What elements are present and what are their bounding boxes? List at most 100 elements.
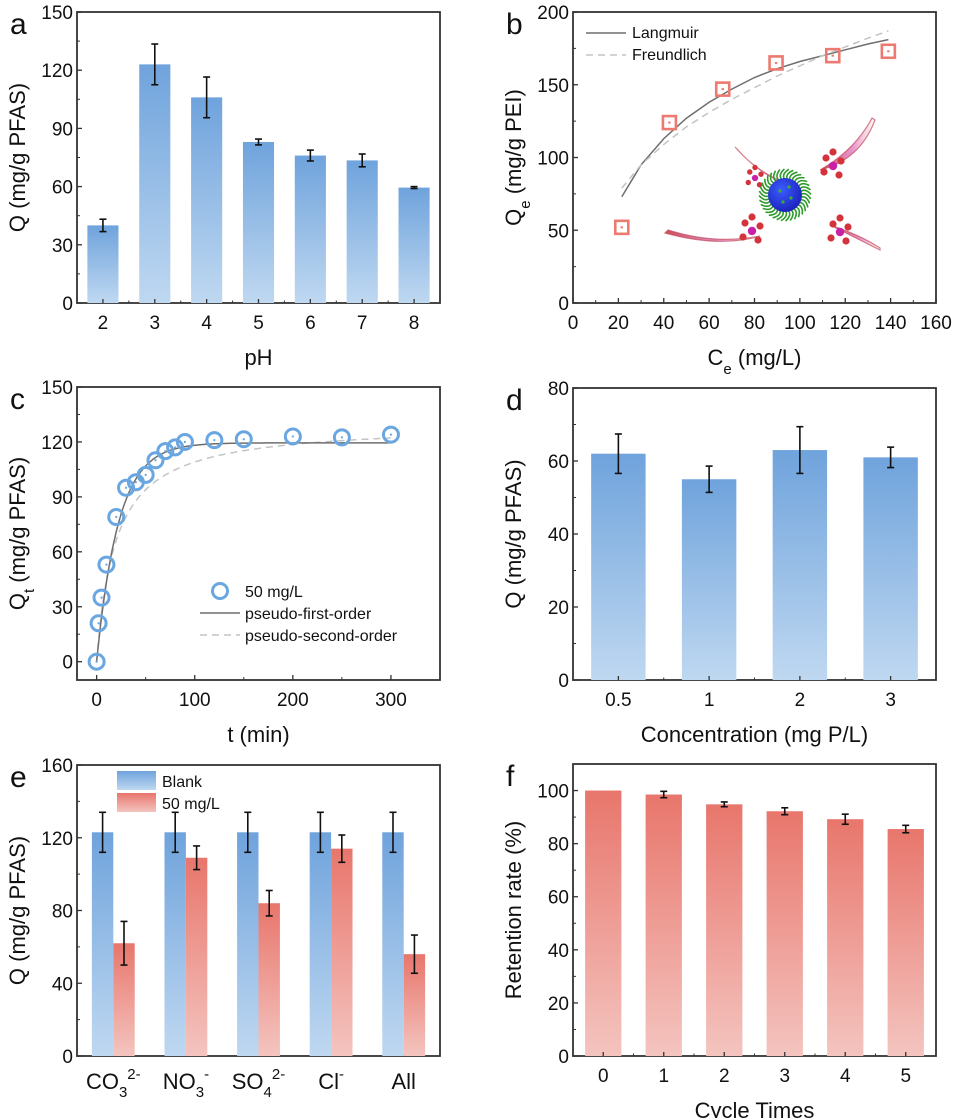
- data-point: [92, 588, 111, 607]
- chart-panel-c: c 0 30 60 90 120 150 Qt (mg/g PFAS) 0 100 200 300 t …: [5, 378, 441, 747]
- data-point: [156, 442, 175, 461]
- x-axis-title: Cycle Times: [695, 1098, 815, 1118]
- x-axis-title: Concentration (mg P/L): [641, 722, 868, 747]
- x-tick-label: 5: [253, 313, 264, 334]
- x-tick-label: 3: [885, 690, 896, 711]
- central-atom: [835, 227, 845, 237]
- x-tick-label: 160: [920, 313, 952, 334]
- bar: [827, 819, 864, 1056]
- x-axis-title-part: pH: [244, 345, 272, 370]
- oxygen-atom: [754, 236, 762, 244]
- data-point: [283, 427, 302, 446]
- legend-label: 50 mg/L: [162, 796, 220, 813]
- bar-treated: [113, 943, 135, 1056]
- x-tick-label: SO42-: [232, 1066, 285, 1101]
- nanoparticle-core: [768, 178, 802, 212]
- pfas-molecule: [739, 213, 764, 244]
- data-point: [880, 43, 897, 60]
- bar: [398, 187, 430, 303]
- bar: [863, 457, 918, 680]
- x-tick-label-part: SO: [232, 1069, 264, 1094]
- y-tick-label: 40: [548, 525, 569, 546]
- chart-panel-f: f 0 20 40 60 80 100 Retention rate (%) 0 1 2 3 4 5 Cyc…: [501, 760, 937, 1118]
- chart-panel-b: b 0 50 100 150 200 Qe (mg/g PEI) 0 20 40 60 80 100 12…: [501, 3, 952, 378]
- ligand-dot: [787, 185, 791, 189]
- x-tick-label: 1: [658, 1066, 669, 1087]
- data-point-center: [144, 473, 147, 476]
- y-tick-label: 150: [41, 378, 73, 399]
- y-axis-title-part: Retention rate (%): [501, 821, 526, 1000]
- bar-blank: [382, 832, 404, 1056]
- pfas-molecule: [827, 214, 852, 245]
- panel-label: f: [506, 760, 515, 793]
- oxygen-atom: [836, 214, 844, 222]
- data-point: [97, 555, 116, 574]
- data-point-center: [340, 436, 343, 439]
- y-tick-label: 40: [52, 974, 73, 995]
- y-axis-title: Qe (mg/g PEI): [501, 89, 534, 226]
- x-tick-label: 3: [149, 313, 160, 334]
- bar: [887, 829, 924, 1056]
- data-point-center: [291, 435, 294, 438]
- y-axis-title-part: (mg/g PEI): [501, 89, 526, 200]
- y-tick-label: 0: [558, 294, 569, 315]
- y-axis-title: Retention rate (%): [501, 821, 526, 1000]
- y-tick-label: 60: [52, 543, 73, 564]
- data-point-center: [124, 486, 128, 489]
- bar: [772, 450, 828, 680]
- y-axis-title-part: e: [517, 200, 534, 208]
- data-point-center: [213, 439, 216, 442]
- y-tick-label: 30: [52, 236, 73, 257]
- x-tick-label: 0: [91, 690, 102, 711]
- y-tick-label: 100: [537, 782, 569, 803]
- data-point: [89, 614, 108, 633]
- y-axis-title-part: Q: [501, 209, 526, 226]
- x-tick-label: 20: [608, 313, 629, 334]
- x-tick-label: 0.5: [605, 690, 631, 711]
- x-tick-label-part: 2-: [272, 1066, 285, 1083]
- x-tick-label: All: [391, 1069, 415, 1094]
- x-tick-label: 7: [357, 313, 368, 334]
- legend-label: Blank: [162, 774, 203, 791]
- data-point-center: [100, 596, 103, 599]
- fit-line-freundlich: [621, 30, 889, 189]
- x-tick-label: 6: [305, 313, 316, 334]
- bar-treated: [403, 954, 426, 1056]
- oxygen-atom: [842, 237, 850, 245]
- x-tick-label-part: CO: [86, 1069, 119, 1094]
- bar: [346, 160, 378, 303]
- oxygen-atom: [756, 222, 764, 230]
- oxygen-atom: [747, 169, 753, 175]
- oxygen-atom: [741, 219, 749, 227]
- y-tick-label: 0: [558, 1047, 569, 1068]
- data-point-center: [721, 88, 724, 91]
- oxygen-atom: [837, 157, 845, 165]
- y-tick-label: 80: [52, 902, 73, 923]
- oxygen-atom: [820, 168, 828, 176]
- central-atom: [828, 161, 838, 171]
- ligand-dot: [781, 200, 785, 204]
- legend-swatch: [117, 793, 156, 812]
- y-axis-title: Q (mg/g PFAS): [5, 836, 30, 985]
- x-tick-label: Cl-: [318, 1066, 344, 1094]
- y-tick-label: 50: [548, 221, 569, 242]
- data-point-center: [774, 61, 778, 64]
- ligand-dot: [778, 189, 782, 193]
- data-point: [613, 219, 630, 236]
- panel-label: a: [10, 8, 27, 41]
- chart-panel-a: a 0 30 60 90 120 150 Q (mg/g PFAS) 2 3 4 5 6 7 8 pH: [5, 3, 441, 370]
- oxygen-atom: [758, 171, 764, 177]
- legend-label: pseudo-first-order: [245, 606, 372, 623]
- legend-swatch: [117, 771, 156, 790]
- y-axis-title: Qt (mg/g PFAS): [5, 457, 38, 610]
- x-tick-label: 3: [779, 1066, 790, 1087]
- data-point-center: [164, 449, 167, 453]
- y-axis-title-part: Q (mg/g PFAS): [5, 836, 30, 985]
- y-axis-title: Q (mg/g PFAS): [501, 459, 526, 608]
- data-point-center: [105, 563, 108, 566]
- axes-frame: [572, 763, 937, 1057]
- x-tick-label: 100: [784, 313, 816, 334]
- bar-treated: [185, 857, 208, 1056]
- panel-label: b: [506, 8, 523, 41]
